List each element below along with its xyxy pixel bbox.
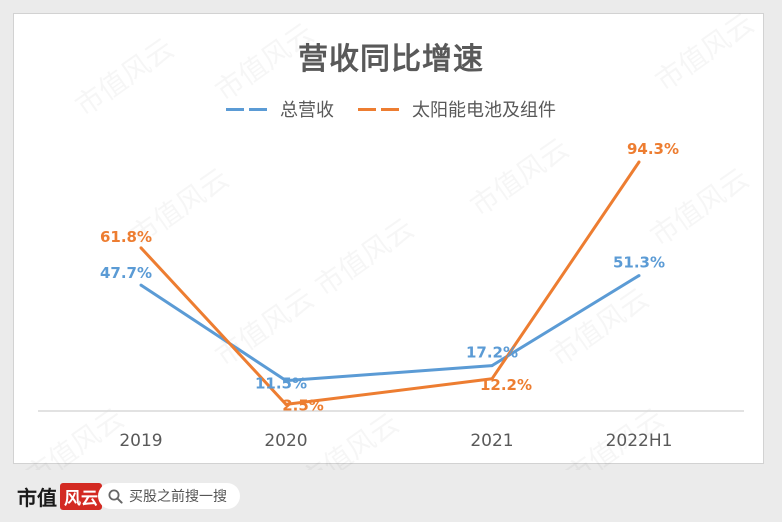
legend-item-solar-modules: 太阳能电池及组件 xyxy=(358,96,556,122)
x-tick-label: 2020 xyxy=(264,431,307,451)
chart-title: 营收同比增速 xyxy=(298,42,484,77)
watermark-text: 市值风云 xyxy=(544,282,655,373)
data-label: 12.2% xyxy=(480,376,532,394)
x-tick-label: 2021 xyxy=(470,431,513,451)
chart-card xyxy=(13,13,764,464)
series-layer: 47.7% 11.5% 17.2% 51.3% 61.8% 2.5% 12.2% 94.3% xyxy=(100,140,679,414)
legend-label-total-revenue: 总营收 xyxy=(280,100,334,121)
data-point xyxy=(139,246,143,250)
data-point xyxy=(637,160,641,164)
data-point xyxy=(284,379,288,383)
x-tick-labels: 2019 2020 2021 2022H1 xyxy=(119,431,672,451)
series-line-0 xyxy=(140,274,640,383)
data-label: 61.8% xyxy=(100,228,152,246)
data-point xyxy=(139,283,143,287)
data-point xyxy=(637,274,641,278)
search-icon xyxy=(108,489,123,504)
data-point xyxy=(490,377,494,381)
watermark-text: 市值风云 xyxy=(294,407,405,470)
legend-swatch-solar-modules xyxy=(358,107,404,111)
x-tick-label: 2022H1 xyxy=(606,431,673,451)
data-label: 51.3% xyxy=(613,254,665,272)
data-label: 47.7% xyxy=(100,264,152,282)
data-label: 2.5% xyxy=(282,396,324,414)
footer-bar: 市值 风云 买股之前搜一搜 xyxy=(0,470,782,522)
legend-item-total-revenue: 总营收 xyxy=(226,96,334,122)
watermark-text: 市值风云 xyxy=(209,282,320,373)
data-point xyxy=(490,364,494,368)
legend-swatch-total-revenue xyxy=(226,107,272,111)
watermark-text: 市值风云 xyxy=(309,212,420,303)
series-line-1 xyxy=(139,161,641,406)
x-tick-label: 2019 xyxy=(119,431,162,451)
data-label: 11.5% xyxy=(255,375,307,393)
chart-legend: 总营收 太阳能电池及组件 xyxy=(0,96,782,122)
watermark-text: 市值风云 xyxy=(19,402,130,470)
legend-label-solar-modules: 太阳能电池及组件 xyxy=(412,100,556,121)
data-label: 94.3% xyxy=(627,140,679,158)
logo-mark: 风云 xyxy=(60,483,102,510)
watermark-text: 市值风云 xyxy=(644,162,755,253)
watermark-text: 市值风云 xyxy=(464,132,575,223)
brand-logo[interactable]: 市值 风云 xyxy=(17,482,102,511)
data-label: 17.2% xyxy=(466,344,518,362)
logo-text: 市值 xyxy=(17,486,57,510)
data-point xyxy=(284,402,288,406)
search-box[interactable]: 买股之前搜一搜 xyxy=(98,483,240,509)
search-text: 买股之前搜一搜 xyxy=(129,489,227,505)
